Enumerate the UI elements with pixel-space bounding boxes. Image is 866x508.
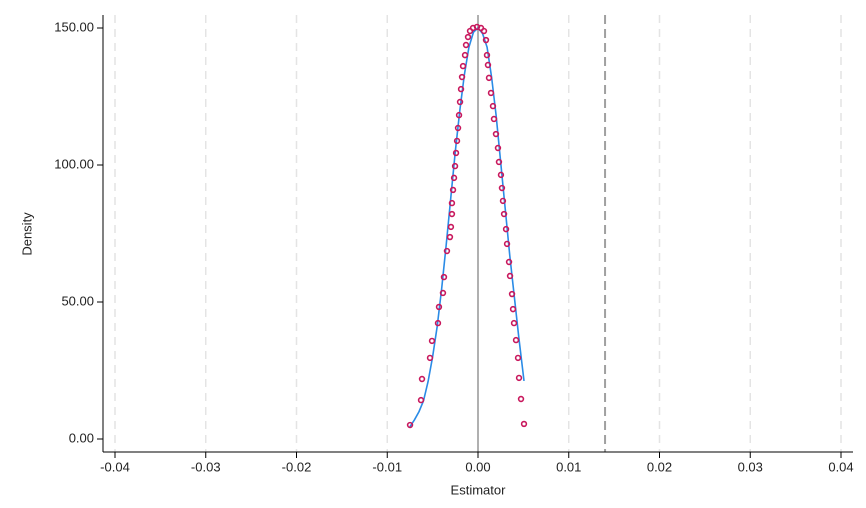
- scatter-point: [515, 374, 523, 382]
- scatter-point: [480, 27, 488, 35]
- scatter-point: [495, 158, 503, 166]
- scatter-point: [490, 115, 498, 123]
- scatter-point: [508, 290, 516, 298]
- scatter-point: [448, 199, 456, 207]
- scatter-point: [484, 61, 492, 69]
- scatter-point: [500, 210, 508, 218]
- scatter-point: [506, 272, 514, 280]
- scatter-point: [453, 137, 461, 145]
- scatter-point: [494, 144, 502, 152]
- scatter-point: [443, 247, 451, 255]
- scatter-point: [520, 420, 528, 428]
- scatter-point: [502, 225, 510, 233]
- x-tick-label: 0.03: [738, 459, 763, 474]
- scatter-point: [464, 33, 472, 41]
- scatter-point: [428, 337, 436, 345]
- x-tick-label: -0.01: [372, 459, 402, 474]
- scatter-point: [446, 233, 454, 241]
- scatter-point: [417, 396, 425, 404]
- x-tick-label: -0.02: [282, 459, 312, 474]
- scatter-point: [489, 102, 497, 110]
- scatter-point: [509, 305, 517, 313]
- x-tick-label: 0.01: [556, 459, 581, 474]
- y-axis-label: Density: [19, 212, 34, 256]
- scatter-point: [458, 73, 466, 81]
- scatter-point: [461, 51, 469, 59]
- scatter-point: [505, 258, 513, 266]
- fit-line: [409, 26, 525, 428]
- scatter-point: [487, 89, 495, 97]
- y-tick-label: 150.00: [54, 19, 94, 34]
- scatter-point: [456, 98, 464, 106]
- scatter-point: [418, 375, 426, 383]
- scatter-point: [435, 303, 443, 311]
- scatter-point: [483, 51, 491, 59]
- scatter-point: [447, 223, 455, 231]
- scatter-point: [406, 421, 414, 429]
- scatter-point: [451, 162, 459, 170]
- scatter-point: [512, 336, 520, 344]
- x-tick-label: -0.03: [191, 459, 221, 474]
- scatter-point: [462, 41, 470, 49]
- scatter-point: [499, 197, 507, 205]
- y-tick-label: 50.00: [61, 293, 94, 308]
- scatter-point: [517, 395, 525, 403]
- scatter-point: [448, 210, 456, 218]
- scatter-point: [459, 62, 467, 70]
- scatter-point: [503, 240, 511, 248]
- scatter-point: [450, 174, 458, 182]
- scatter-point: [514, 354, 522, 362]
- scatter-point: [434, 319, 442, 327]
- scatter-point: [439, 289, 447, 297]
- x-tick-label: 0.00: [465, 459, 490, 474]
- x-axis-label: Estimator: [451, 482, 507, 497]
- y-tick-label: 100.00: [54, 156, 94, 171]
- x-tick-label: -0.04: [100, 459, 130, 474]
- scatter-point: [510, 319, 518, 327]
- scatter-point: [482, 36, 490, 44]
- scatter-point: [449, 186, 457, 194]
- scatter-point: [426, 354, 434, 362]
- scatter-point: [498, 184, 506, 192]
- scatter-point: [492, 130, 500, 138]
- y-tick-label: 0.00: [69, 430, 94, 445]
- x-tick-label: 0.04: [828, 459, 853, 474]
- scatter-point: [497, 171, 505, 179]
- scatter-point: [485, 74, 493, 82]
- scatter-point: [454, 124, 462, 132]
- scatter-point: [452, 149, 460, 157]
- scatter-point: [440, 273, 448, 281]
- scatter-point: [457, 85, 465, 93]
- x-tick-label: 0.02: [647, 459, 672, 474]
- scatter-point: [455, 111, 463, 119]
